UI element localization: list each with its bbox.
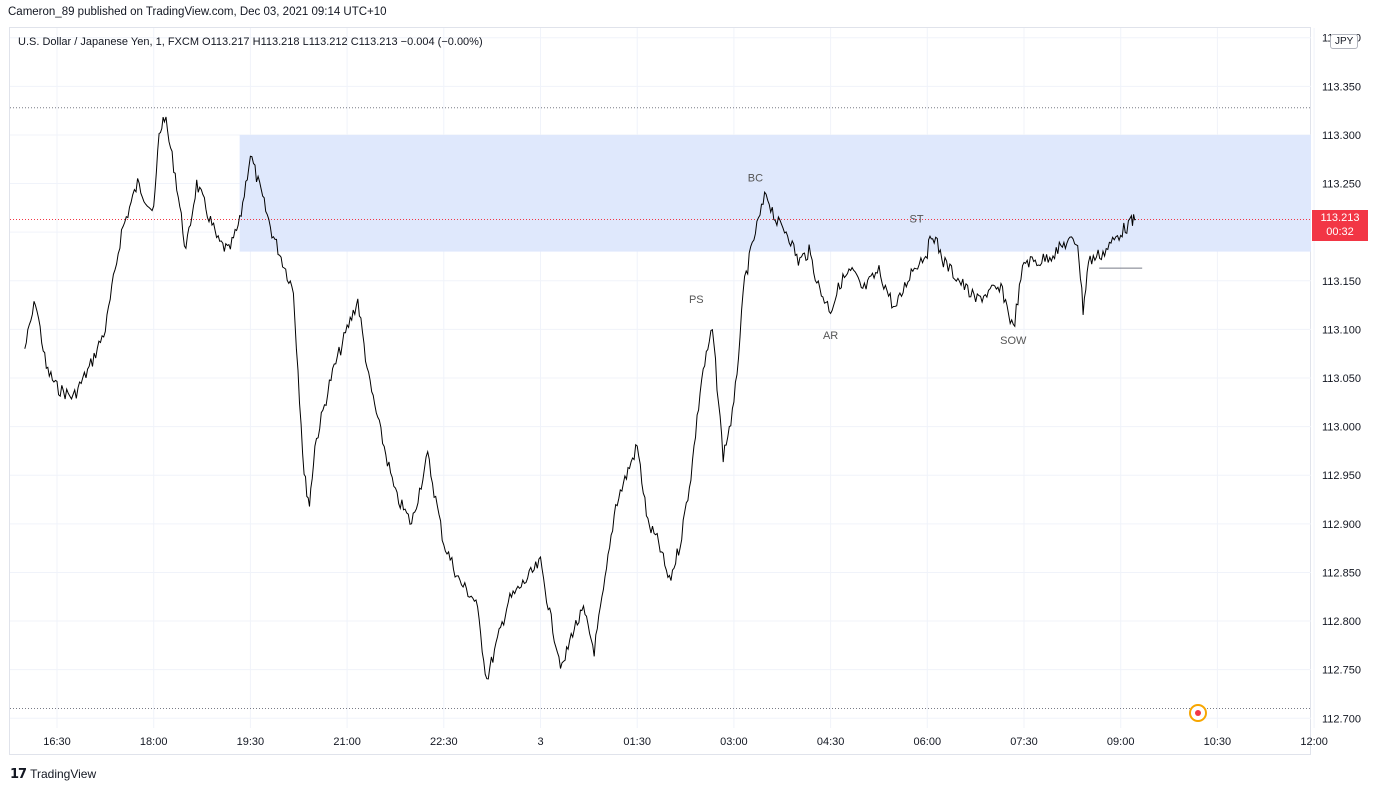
legend-symbol[interactable]: U.S. Dollar / Japanese Yen, 1, FXCM [18,36,199,48]
y-tick-label: 113.100 [1322,324,1361,336]
x-tick-label: 06:00 [914,736,942,748]
x-tick-label: 01:30 [623,736,651,748]
y-tick-label: 113.250 [1322,179,1361,191]
price-series-line [24,116,1136,680]
publisher-header: Cameron_89 published on TradingView.com,… [8,6,387,18]
y-tick-label: 112.950 [1322,470,1361,482]
chart-frame [9,27,1311,755]
last-price-value: 113.213 [1320,212,1360,224]
x-tick-label: 19:30 [237,736,265,748]
y-tick-label: 112.850 [1322,567,1361,579]
legend-low: L113.212 [302,36,348,48]
y-tick-label: 112.800 [1322,616,1361,628]
x-tick-label: 21:00 [333,736,361,748]
last-price-tag: 113.213 00:32 [1312,210,1368,241]
x-tick-label: 04:30 [817,736,845,748]
tradingview-logo[interactable]: 𝟭𝟳 TradingView [10,766,96,782]
annotation-ar: AR [823,330,838,342]
tradingview-logo-icon: 𝟭𝟳 [10,766,27,781]
x-tick-label: 3 [537,736,543,748]
supply-zone [239,134,1312,252]
x-tick-label: 10:30 [1204,736,1232,748]
y-tick-label: 113.000 [1322,422,1361,434]
bar-countdown: 00:32 [1326,226,1354,238]
y-tick-label: 112.900 [1322,519,1361,531]
x-tick-label: 03:00 [720,736,748,748]
legend-high: H113.218 [252,36,300,48]
tradingview-logo-text: TradingView [30,767,97,781]
x-tick-label: 22:30 [430,736,458,748]
record-icon[interactable] [1189,704,1207,722]
y-tick-label: 112.750 [1322,665,1361,677]
annotation-st: ST [910,213,924,225]
annotation-bc: BC [748,173,763,185]
x-tick-label: 12:00 [1300,736,1328,748]
y-tick-label: 112.700 [1322,713,1361,725]
legend-change: −0.004 (−0.00%) [400,36,483,48]
y-tick-label: 113.350 [1322,81,1361,93]
x-tick-label: 18:00 [140,736,168,748]
x-tick-label: 07:30 [1010,736,1038,748]
y-tick-label: 113.150 [1322,276,1361,288]
x-tick-label: 16:30 [43,736,71,748]
y-tick-label: 113.300 [1322,130,1361,142]
annotation-sow: SOW [1000,335,1027,347]
legend-close: C113.213 [350,36,398,48]
x-tick-label: 09:00 [1107,736,1135,748]
legend-open: O113.217 [202,36,250,48]
currency-label[interactable]: JPY [1330,34,1359,49]
symbol-legend: U.S. Dollar / Japanese Yen, 1, FXCM O113… [18,36,483,48]
annotation-ps: PS [689,294,704,306]
y-tick-label: 113.050 [1322,373,1361,385]
